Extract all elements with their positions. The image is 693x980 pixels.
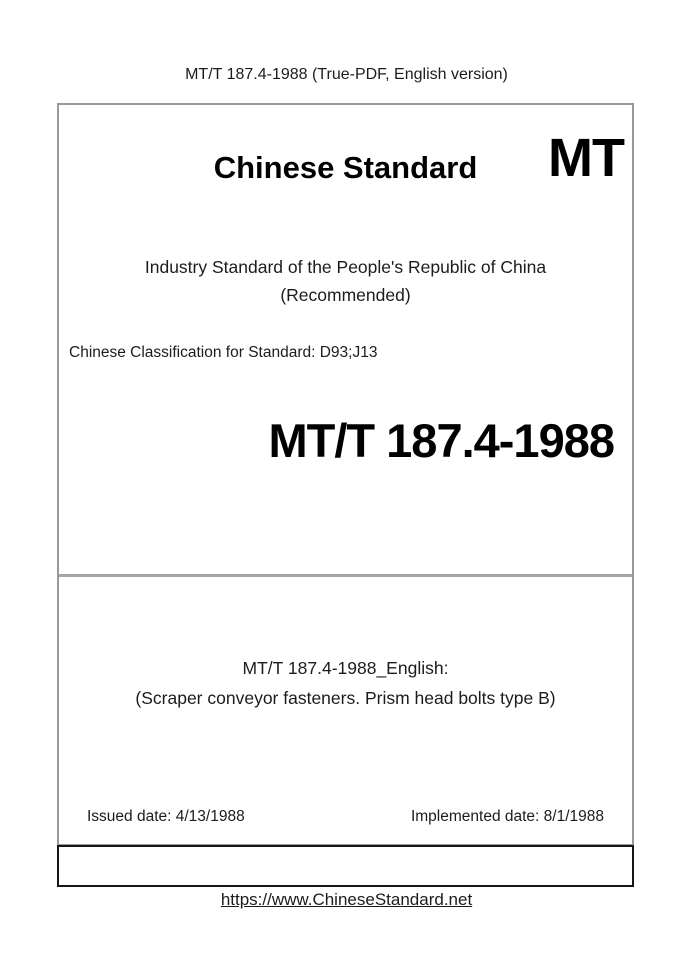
document-header: MT/T 187.4-1988 (True-PDF, English versi… bbox=[185, 66, 508, 83]
brand-code: MT bbox=[548, 128, 625, 188]
dates-row: Issued date: 4/13/1988 Implemented date:… bbox=[59, 808, 632, 826]
cover-box: Chinese Standard MT Industry Standard of… bbox=[57, 103, 634, 846]
english-title-block: MT/T 187.4-1988_English: (Scraper convey… bbox=[59, 653, 632, 713]
empty-footer-box bbox=[57, 845, 634, 887]
org-line-1: Industry Standard of the People's Republ… bbox=[144, 257, 547, 277]
classification-line: Chinese Classification for Standard: D93… bbox=[69, 344, 378, 361]
org-line-2: (Recommended) bbox=[280, 285, 411, 305]
issued-date: Issued date: 4/13/1988 bbox=[87, 808, 245, 825]
english-title-line-2: (Scraper conveyor fasteners. Prism head … bbox=[135, 688, 556, 708]
english-title-line-1: MT/T 187.4-1988_English: bbox=[242, 658, 449, 678]
implemented-date: Implemented date: 8/1/1988 bbox=[410, 808, 604, 825]
section-divider bbox=[59, 574, 632, 577]
brand-title: Chinese Standard bbox=[213, 150, 478, 185]
standard-number: MT/T 187.4-1988 bbox=[268, 414, 615, 467]
footer-link[interactable]: https://www.ChineseStandard.net bbox=[220, 890, 473, 909]
org-description: Industry Standard of the People's Republ… bbox=[59, 253, 632, 309]
